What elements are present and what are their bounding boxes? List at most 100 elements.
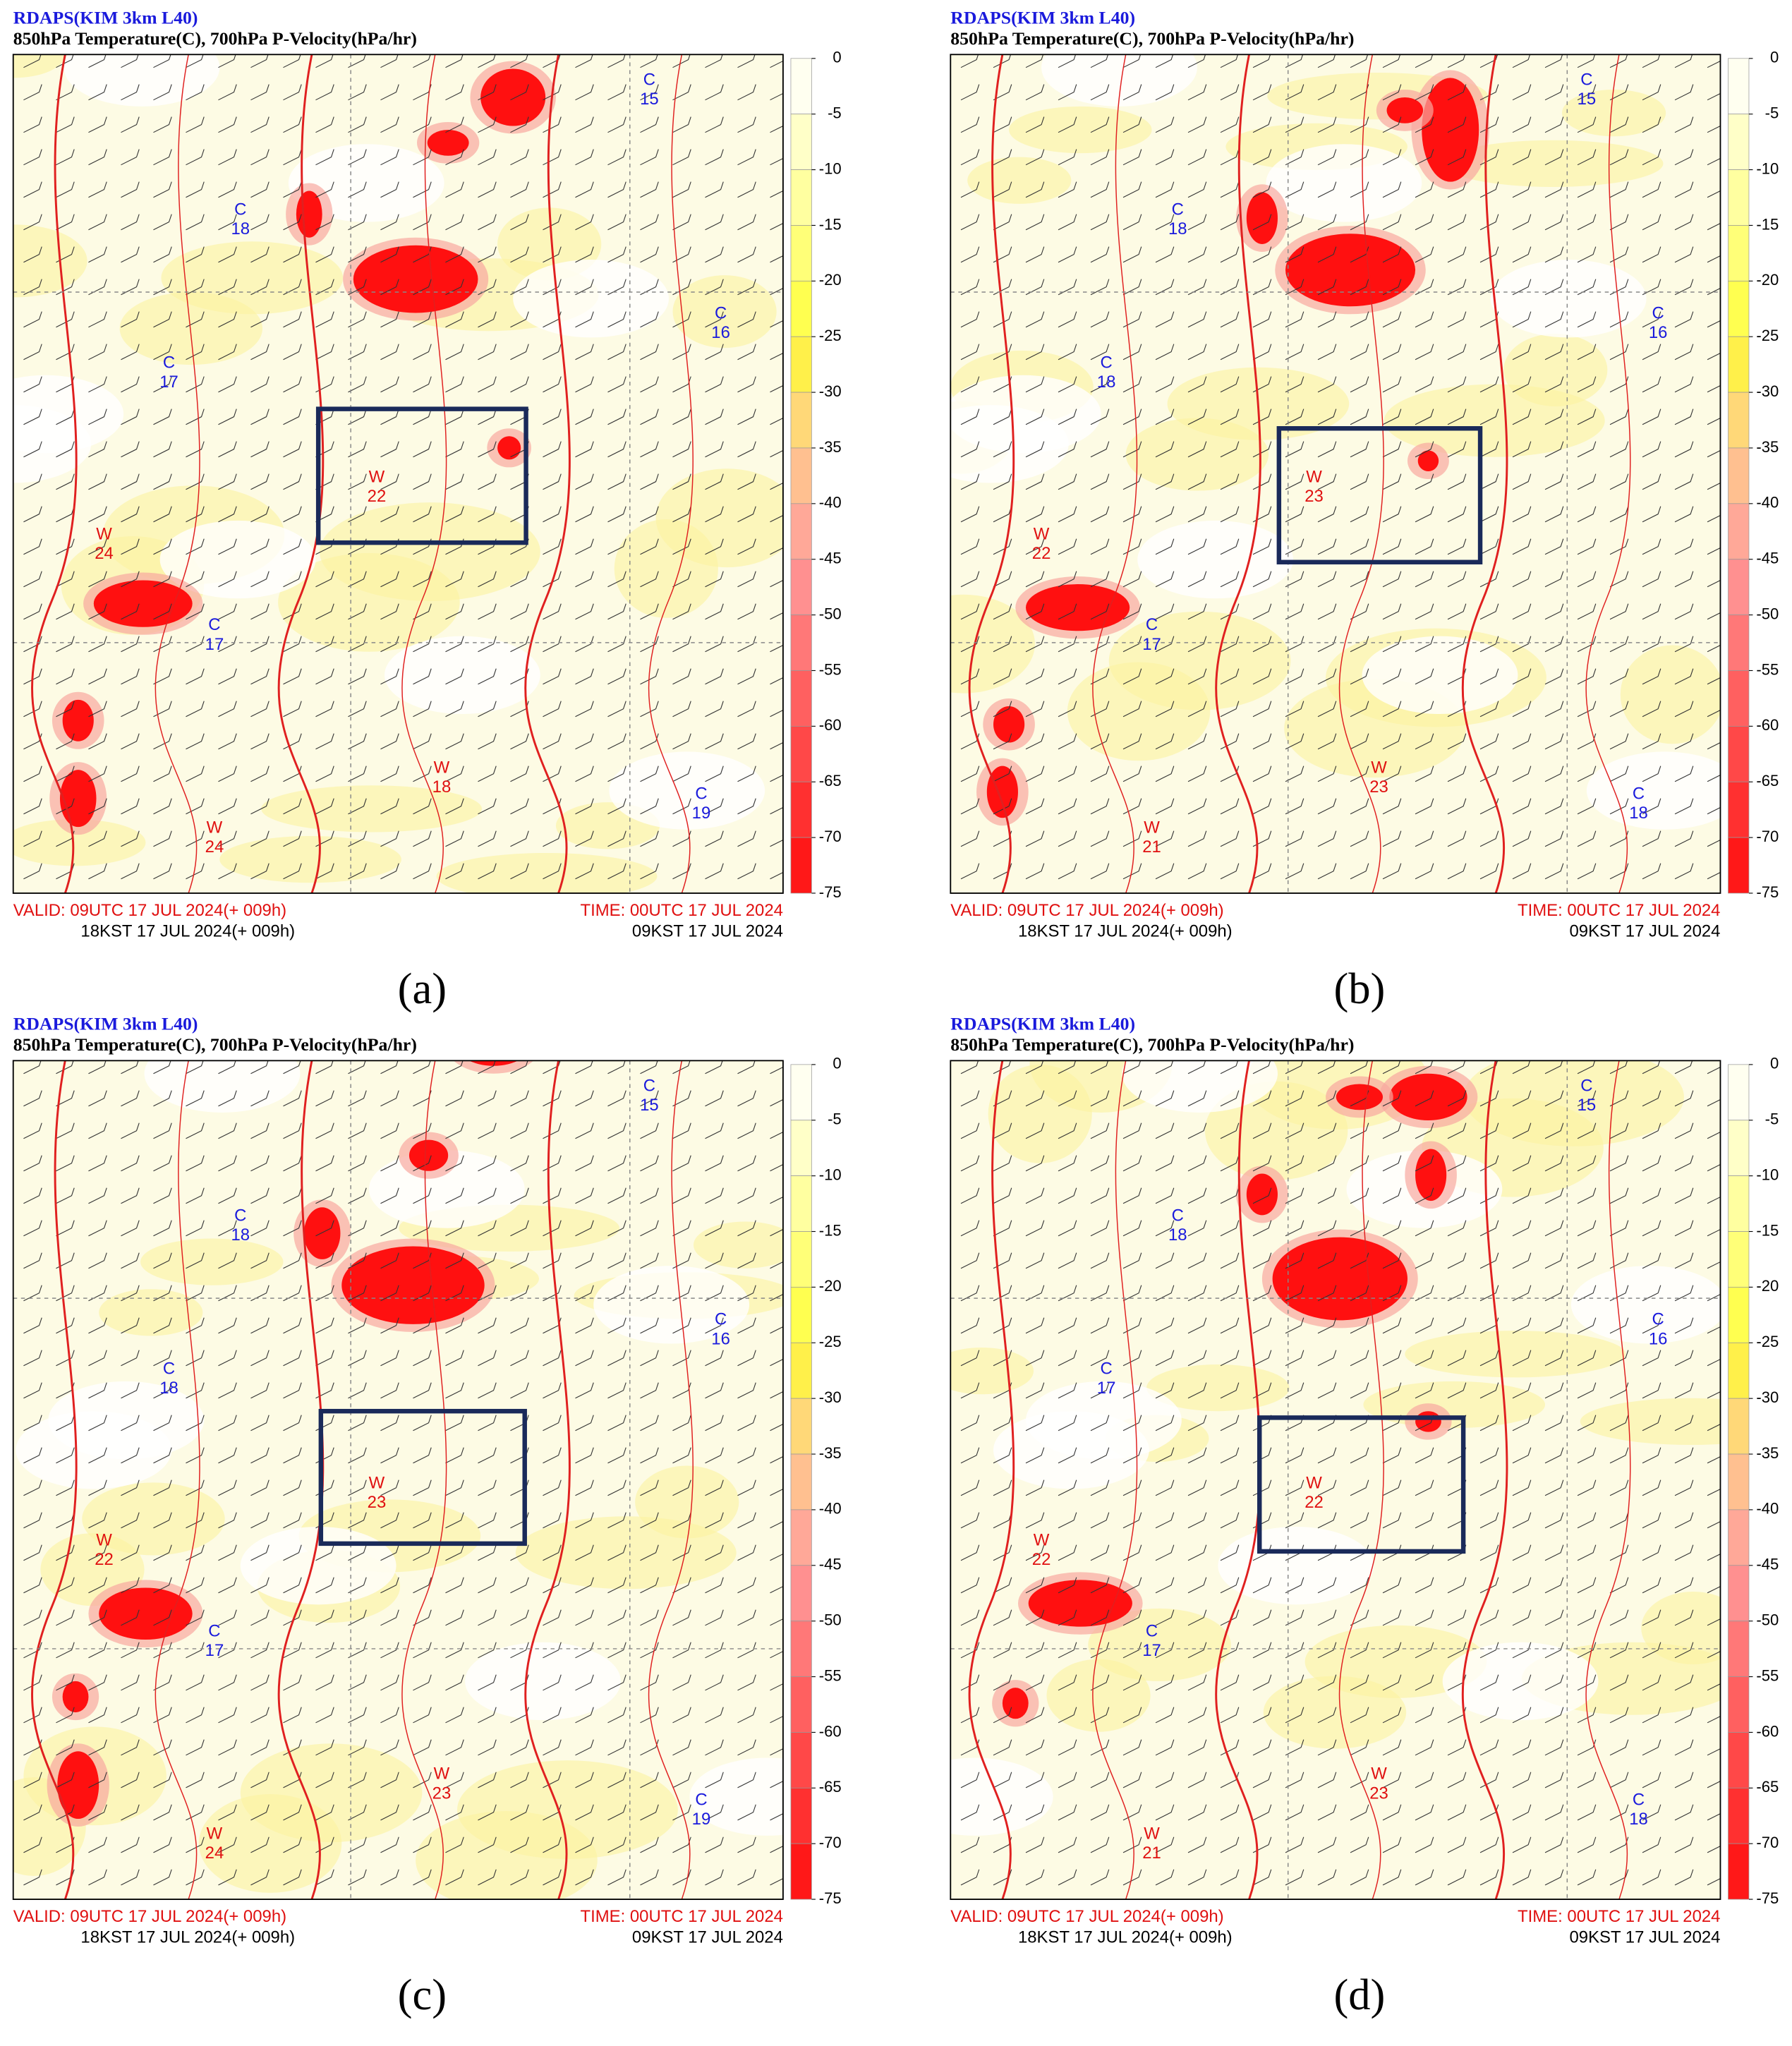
wind-barb [88, 733, 107, 750]
wind-barb [1642, 1609, 1661, 1626]
wind-barb [993, 798, 1012, 815]
wind-barb [1220, 863, 1240, 880]
calm-area [950, 1757, 1053, 1836]
colorbar-step [1728, 114, 1750, 170]
wind-barb [153, 506, 172, 523]
focus-box [1276, 426, 1483, 564]
panel: RDAPS(KIM 3km L40)850hPa Temperature(C),… [12, 8, 842, 1013]
wind-barb [1577, 1674, 1597, 1691]
wind-barb [1512, 1060, 1531, 1075]
wind-barb [1155, 84, 1175, 101]
wind-barb [510, 1350, 529, 1367]
colorbar-label: -15 [1756, 1221, 1779, 1239]
wind-barb [510, 571, 529, 588]
wind-barb [1544, 54, 1563, 68]
wind-barb [1382, 603, 1402, 620]
calm-area [689, 1757, 783, 1836]
center-temp: 23 [1369, 1784, 1388, 1803]
wind-barb [510, 1317, 529, 1334]
wind-barb [121, 1350, 140, 1367]
wind-barb [640, 506, 659, 523]
wind-barb [737, 1674, 756, 1691]
wind-barb [413, 376, 432, 393]
wind-barb [250, 733, 270, 750]
wind-barb [960, 311, 980, 328]
wind-barb [607, 1317, 626, 1334]
wind-barb [153, 246, 172, 263]
center-type: C [208, 615, 220, 634]
uplift-core [1028, 1580, 1132, 1627]
center-temp: 24 [95, 544, 114, 563]
center-type: W [1306, 467, 1322, 486]
wind-barb [543, 636, 562, 653]
wind-barb [1415, 1739, 1434, 1756]
wind-barb [283, 668, 302, 685]
yellow-area [1561, 89, 1666, 137]
wind-barb [1382, 830, 1402, 847]
colorbar-label: -55 [819, 1666, 842, 1684]
wind-barb [1187, 84, 1207, 101]
wind-barb [1187, 1674, 1207, 1691]
wind-barb [218, 1804, 237, 1821]
wind-barb [1512, 1447, 1532, 1464]
wind-barb [1674, 765, 1694, 782]
wind-barb [1674, 214, 1694, 231]
wind-barb [121, 1544, 140, 1561]
colorbar-label: 0 [1770, 49, 1779, 66]
wind-barb [960, 1187, 980, 1204]
colorbar-label: -35 [1756, 438, 1779, 456]
wind-barb [1090, 1220, 1110, 1237]
wind-barb [348, 473, 367, 490]
wind-barb [23, 1252, 42, 1269]
wind-barb [153, 1772, 172, 1788]
wind-barb [186, 84, 205, 101]
colorbar-label: -5 [828, 104, 842, 122]
wind-barb [607, 1447, 626, 1464]
wind-barb [1577, 1544, 1597, 1561]
wind-barb [1090, 701, 1110, 718]
wind-barb [510, 1252, 529, 1269]
wind-barb [250, 1317, 270, 1334]
wind-barb [1479, 863, 1499, 880]
wind-barb [380, 1285, 399, 1302]
wind-barb [1382, 181, 1402, 198]
wind-barb [543, 1382, 562, 1399]
wind-barb [250, 1544, 270, 1561]
center-type: C [234, 200, 246, 219]
wind-barb [1674, 538, 1694, 555]
wind-barb [575, 506, 594, 523]
wind-barb [380, 1252, 399, 1269]
wind-barb [737, 1317, 756, 1334]
wind-barb [737, 701, 756, 718]
wind-barb [56, 1479, 75, 1496]
wind-barb [1025, 863, 1045, 880]
wind-barb [1609, 1155, 1629, 1172]
wind-barb [380, 1836, 399, 1853]
wind-barb [993, 1804, 1012, 1821]
wind-barb [770, 1618, 783, 1626]
colorbar-label: -55 [1756, 1666, 1779, 1684]
map-frame [12, 54, 784, 894]
wind-barb [672, 1090, 691, 1107]
wind-barb [1025, 1804, 1045, 1821]
wind-barb [413, 1090, 432, 1107]
wind-barb [1025, 1609, 1045, 1626]
wind-barb [770, 1781, 783, 1788]
wind-barb [1090, 1479, 1110, 1496]
wind-barb [121, 668, 140, 685]
colorbar-label: -20 [1756, 271, 1779, 289]
wind-barb [1479, 830, 1499, 847]
wind-barb [413, 636, 432, 653]
wind-barb [250, 1252, 270, 1269]
wind-barb [153, 636, 172, 653]
wind-barb [1609, 1447, 1629, 1464]
wind-barb [186, 1479, 205, 1496]
wind-barb [88, 1090, 107, 1107]
wind-barb [23, 571, 42, 588]
wind-barb [315, 1350, 334, 1367]
wind-barb [1707, 1846, 1721, 1853]
wind-barb [56, 1317, 75, 1334]
wind-barb [1155, 1674, 1175, 1691]
wind-barb [1220, 181, 1240, 198]
wind-barb [88, 311, 107, 328]
